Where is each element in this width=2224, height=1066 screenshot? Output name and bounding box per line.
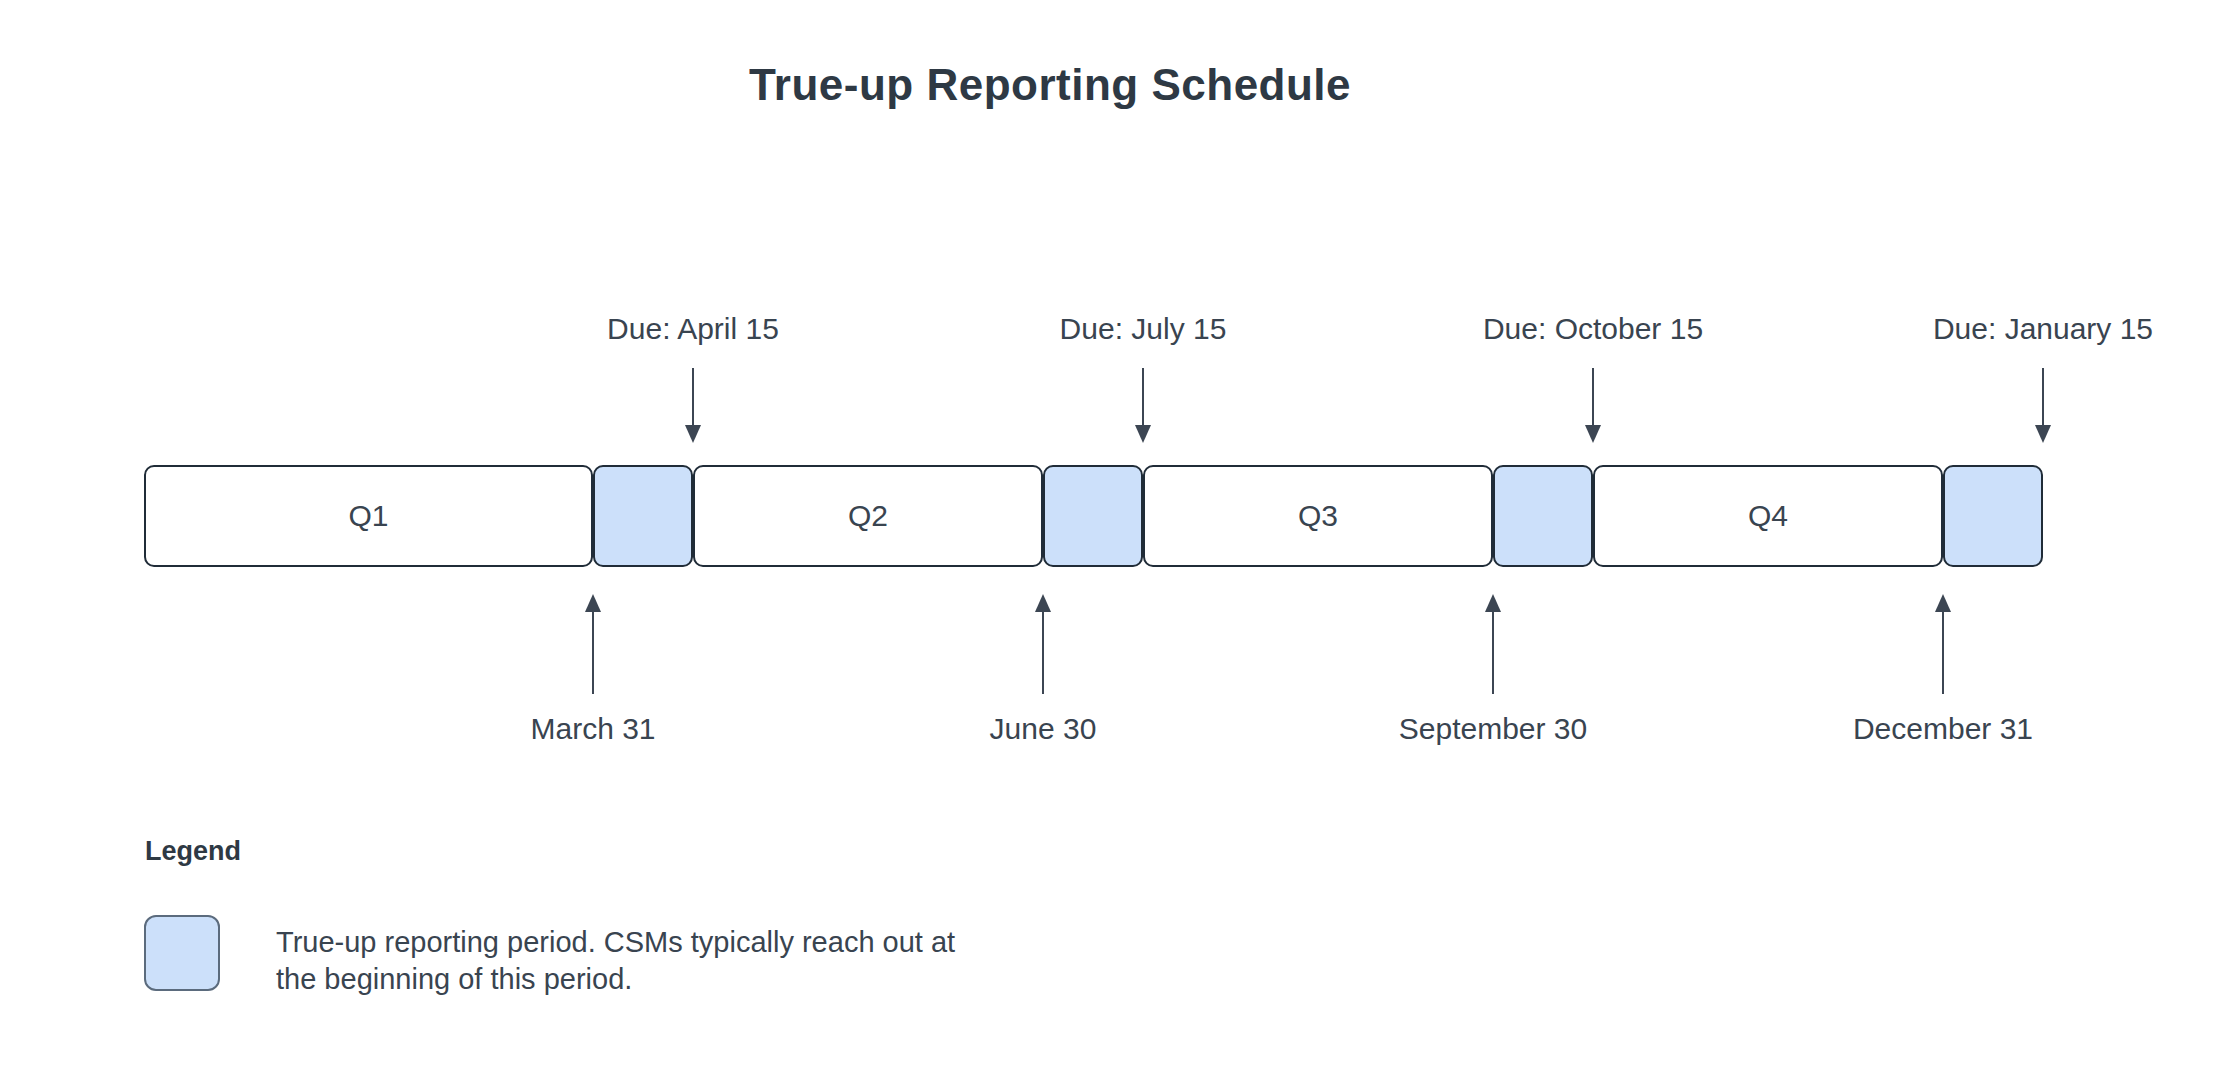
quarter-end-label: December 31 <box>1693 712 2193 746</box>
legend-description-line: True-up reporting period. CSMs typically… <box>276 924 955 961</box>
due-date-label: Due: July 15 <box>893 312 1393 346</box>
trueup-period-box-3 <box>1493 465 1593 567</box>
quarter-box-q4: Q4 <box>1593 465 1943 567</box>
quarter-label: Q4 <box>1748 499 1788 533</box>
due-date-label: Due: October 15 <box>1343 312 1843 346</box>
legend-description: True-up reporting period. CSMs typically… <box>276 924 955 998</box>
up-arrow-line <box>1492 611 1494 694</box>
quarter-end-label: June 30 <box>793 712 1293 746</box>
quarter-box-q2: Q2 <box>693 465 1043 567</box>
up-arrow-icon <box>1935 594 1951 612</box>
due-date-label: Due: April 15 <box>443 312 943 346</box>
down-arrow-line <box>692 368 694 425</box>
up-arrow-icon <box>1485 594 1501 612</box>
legend-description-line: the beginning of this period. <box>276 961 955 998</box>
trueup-period-box-1 <box>593 465 693 567</box>
quarter-box-q3: Q3 <box>1143 465 1493 567</box>
trueup-period-box-4 <box>1943 465 2043 567</box>
down-arrow-icon <box>1585 425 1601 443</box>
up-arrow-line <box>1942 611 1944 694</box>
down-arrow-line <box>2042 368 2044 425</box>
up-arrow-line <box>1042 611 1044 694</box>
diagram-canvas: True-up Reporting Schedule Due: April 15… <box>0 0 2224 1066</box>
quarter-box-q1: Q1 <box>144 465 593 567</box>
quarter-label: Q3 <box>1298 499 1338 533</box>
down-arrow-line <box>1592 368 1594 425</box>
due-date-label: Due: January 15 <box>1793 312 2224 346</box>
legend-heading: Legend <box>145 836 241 867</box>
quarter-label: Q1 <box>348 499 388 533</box>
legend-swatch-trueup-period <box>144 915 220 991</box>
quarter-label: Q2 <box>848 499 888 533</box>
trueup-period-box-2 <box>1043 465 1143 567</box>
down-arrow-icon <box>685 425 701 443</box>
down-arrow-line <box>1142 368 1144 425</box>
up-arrow-line <box>592 611 594 694</box>
up-arrow-icon <box>1035 594 1051 612</box>
up-arrow-icon <box>585 594 601 612</box>
page-title: True-up Reporting Schedule <box>0 60 2100 110</box>
down-arrow-icon <box>1135 425 1151 443</box>
down-arrow-icon <box>2035 425 2051 443</box>
quarter-end-label: March 31 <box>343 712 843 746</box>
quarter-end-label: September 30 <box>1243 712 1743 746</box>
